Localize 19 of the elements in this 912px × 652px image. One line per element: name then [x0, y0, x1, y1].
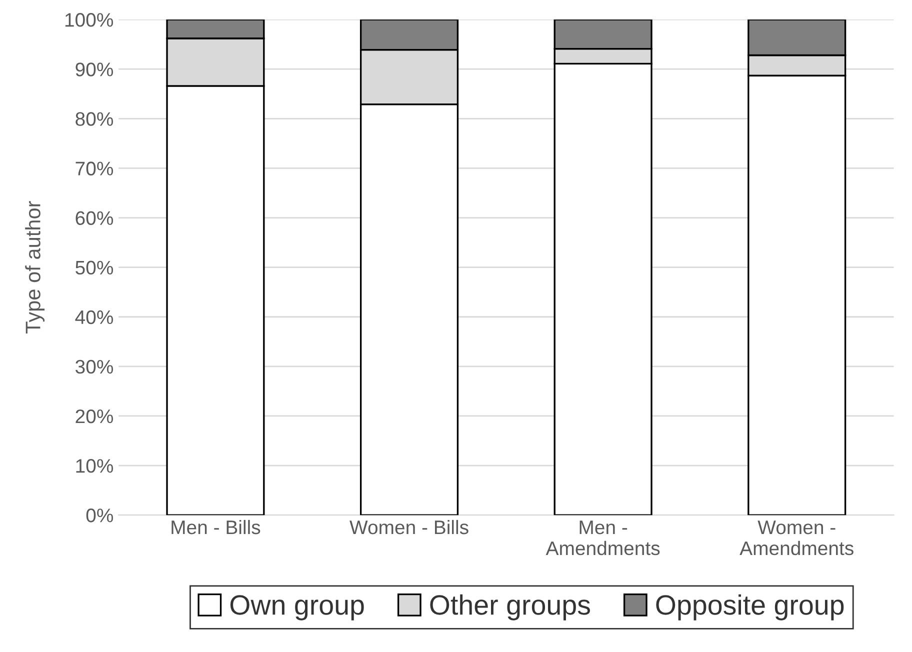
y-tick-label: 10% — [76, 458, 114, 473]
y-tick-label: 20% — [76, 409, 114, 424]
y-tick-label: 30% — [76, 360, 114, 374]
y-tick-label: 80% — [76, 112, 114, 126]
y-tick-label: 70% — [76, 162, 114, 176]
y-tick-label: 40% — [75, 310, 114, 324]
y-tick-label: 100% — [65, 13, 114, 27]
y-tick-label: 60% — [76, 211, 114, 226]
y-tick-label: 0% — [86, 508, 114, 522]
legend-label: Opposite group — [656, 594, 844, 620]
y-tick-label: 90% — [76, 62, 114, 76]
x-tick-label: Men - Amendments — [546, 520, 660, 556]
y-tick-label: 50% — [76, 260, 114, 275]
x-tick-label: Women - Bills — [350, 520, 468, 534]
x-tick-label: Men - Bills — [172, 520, 260, 534]
legend-label: Own group — [230, 595, 364, 620]
legend-label: Other groups — [430, 594, 590, 620]
x-tick-label: Women - Amendments — [740, 520, 854, 556]
y-axis-title: Type of author — [25, 201, 45, 334]
